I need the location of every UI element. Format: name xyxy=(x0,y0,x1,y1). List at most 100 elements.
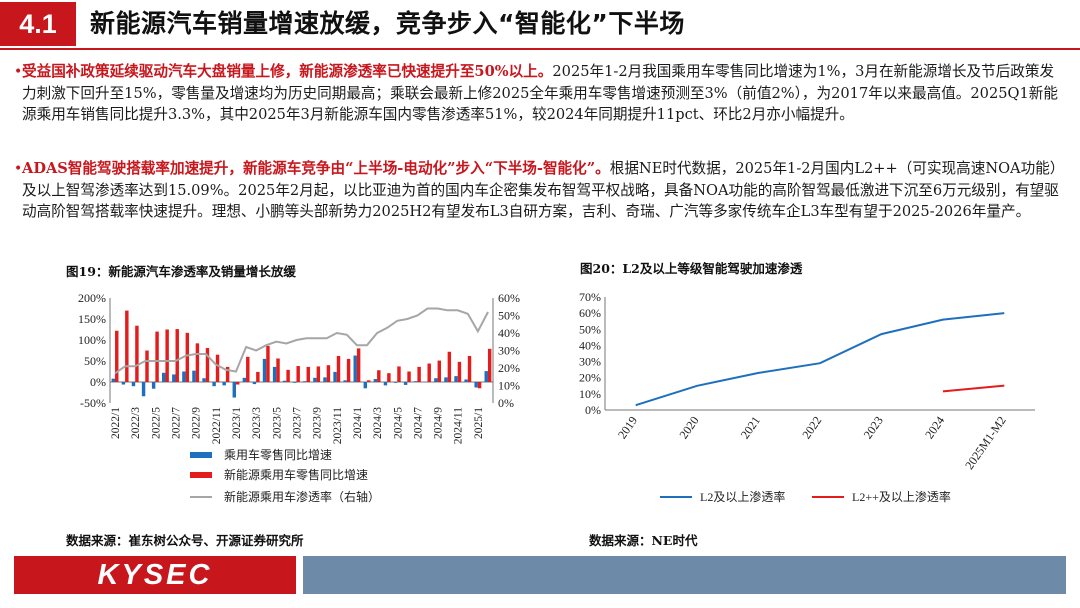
bar xyxy=(172,374,176,382)
legend-label: 新能源乘用车零售同比增速 xyxy=(224,467,368,482)
bar xyxy=(333,371,337,382)
bullet-dot-1: • xyxy=(14,64,23,80)
x-tick-label: 2023 xyxy=(861,414,886,442)
x-tick-label: 2025M1-M2 xyxy=(962,414,1009,472)
legend-label: L2++及以上渗透率 xyxy=(852,489,951,504)
left-tick-label: 200% xyxy=(78,291,106,305)
bar xyxy=(474,382,478,388)
left-tick-label: 100% xyxy=(78,333,106,347)
right-tick-label: 40% xyxy=(498,326,520,340)
figure-19-caption: 图19：新能源汽车渗透率及销量增长放缓 xyxy=(66,264,296,279)
legend-label: 乘用车零售同比增速 xyxy=(224,447,332,462)
header-divider xyxy=(0,48,1080,50)
bar xyxy=(121,382,126,385)
left-tick-label: 150% xyxy=(78,312,106,326)
bar xyxy=(467,355,472,382)
bar xyxy=(437,360,441,382)
bar xyxy=(272,366,277,382)
bar xyxy=(306,366,310,382)
bar xyxy=(266,345,270,382)
left-tick-label: -50% xyxy=(80,396,106,410)
bar xyxy=(293,382,297,383)
y-tick-label: 70% xyxy=(579,290,601,304)
bar xyxy=(115,330,119,382)
legend-swatch-nev xyxy=(190,472,212,478)
right-tick-label: 20% xyxy=(498,361,520,375)
section-number: 4.1 xyxy=(0,2,76,46)
bullet-2-highlight: ADAS智能驾驶搭载率加速提升，新能源车竞争由“上半场-电动化”步入“下半场-智… xyxy=(22,160,610,177)
bar xyxy=(141,382,146,397)
bar xyxy=(353,355,357,382)
bullet-1-highlight: 受益国补政策延续驱动汽车大盘销量上修，新能源渗透率已快速提升至50%以上。 xyxy=(22,63,553,80)
bar xyxy=(222,382,226,386)
bar xyxy=(242,377,247,382)
bar xyxy=(346,358,351,382)
nev-penetration-chart: -50% 0% 50% 100% 150% 200% 0% 10% 20% 30% 40% 50% 60… xyxy=(78,291,520,504)
bar xyxy=(336,355,341,382)
bar xyxy=(397,366,401,382)
legend-label: 新能源乘用车渗透率（右轴） xyxy=(224,489,380,504)
bar xyxy=(151,382,156,389)
bar xyxy=(215,354,220,382)
bar xyxy=(162,372,166,382)
bar xyxy=(296,366,300,382)
bar xyxy=(403,382,408,385)
footer-bar xyxy=(303,556,1066,594)
bullet-1: 受益国补政策延续驱动汽车大盘销量上修，新能源渗透率已快速提升至50%以上。202… xyxy=(22,61,1062,126)
bar xyxy=(185,332,190,382)
bar xyxy=(165,329,169,382)
bar xyxy=(387,373,391,382)
x-tick-label: 2023/11 xyxy=(332,407,344,445)
x-tick-label: 2024/5 xyxy=(392,407,404,439)
x-tick-label: 2022/3 xyxy=(130,407,142,439)
x-tick-label: 2025/1 xyxy=(473,407,485,439)
bar xyxy=(343,380,347,382)
bar xyxy=(235,382,240,385)
bullet-2: ADAS智能驾驶搭载率加速提升，新能源车竞争由“上半场-电动化”步入“下半场-智… xyxy=(22,158,1062,223)
y-tick-label: 20% xyxy=(579,371,601,385)
x-tick-label: 2024/3 xyxy=(372,407,384,439)
bar xyxy=(182,371,186,382)
x-tick-label: 2022/1 xyxy=(110,407,122,439)
x-tick-label: 2024/11 xyxy=(453,407,465,445)
right-tick-label: 50% xyxy=(498,309,520,323)
x-tick-label: 2023/1 xyxy=(231,407,243,439)
bar xyxy=(125,310,129,382)
x-tick-label: 2024/9 xyxy=(433,407,445,439)
bar xyxy=(487,348,492,382)
bar xyxy=(155,331,159,382)
bar xyxy=(447,351,452,382)
bar xyxy=(313,377,317,382)
bar xyxy=(276,358,280,382)
x-tick-label: 2019 xyxy=(615,414,640,442)
x-tick-label: 2022/5 xyxy=(150,407,162,439)
right-tick-label: 60% xyxy=(498,291,520,305)
y-tick-label: 30% xyxy=(579,355,601,369)
bar xyxy=(383,382,388,386)
bullet-2-text: 根据NE时代数据，2025年1-2月国内L2++（可实现高速NOA功能）及以上智… xyxy=(22,160,1059,221)
right-tick-label: 0% xyxy=(498,396,514,410)
bar xyxy=(131,382,136,387)
x-tick-label: 2023/3 xyxy=(251,407,263,439)
x-tick-label: 2024/1 xyxy=(352,407,364,439)
bar xyxy=(377,370,381,382)
x-tick-label: 2022/9 xyxy=(191,407,203,439)
bar xyxy=(246,356,250,382)
bar xyxy=(205,347,210,382)
x-tick-label: 2022 xyxy=(799,414,824,442)
bar xyxy=(326,365,331,382)
x-tick-label: 2024/7 xyxy=(412,407,424,439)
bar xyxy=(323,377,327,382)
bar xyxy=(363,382,368,389)
bar xyxy=(407,371,411,382)
bar xyxy=(444,377,448,382)
page-title: 新能源汽车销量增速放缓，竞争步入“智能化”下半场 xyxy=(90,9,685,38)
bar xyxy=(145,350,149,382)
bar xyxy=(464,379,468,382)
bar xyxy=(202,378,206,382)
left-tick-label: 50% xyxy=(84,354,106,368)
l2pp-line xyxy=(942,384,1005,393)
bar xyxy=(427,363,431,382)
x-tick-label: 2022/7 xyxy=(171,407,183,439)
bar xyxy=(477,382,482,389)
